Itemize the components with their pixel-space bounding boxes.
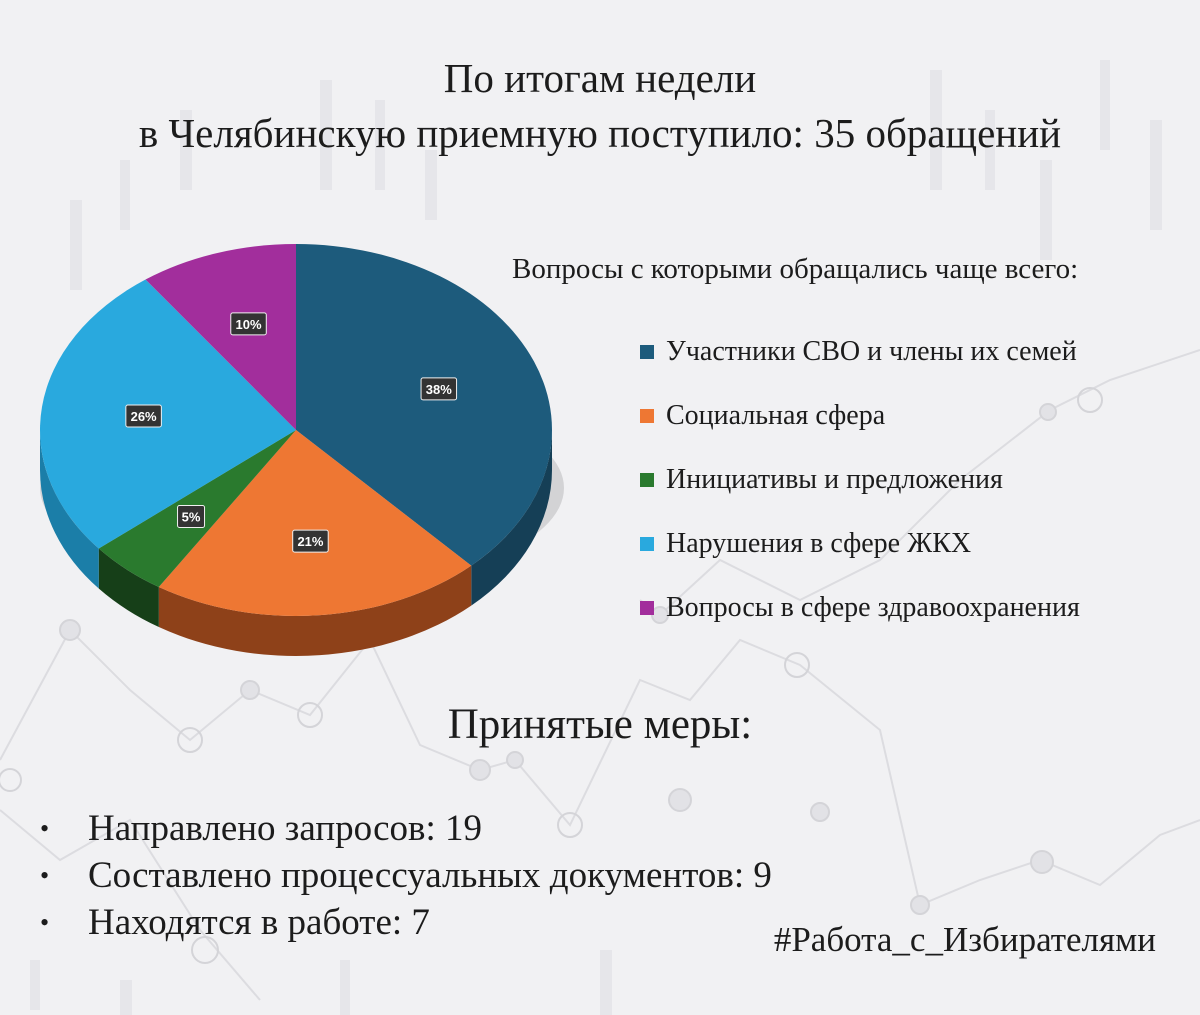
data-label: 5% [182, 510, 201, 525]
measure-text: Направлено запросов: 19 [88, 808, 482, 849]
bullet: • [40, 813, 50, 843]
legend-swatch [640, 345, 654, 359]
data-label-box [292, 529, 329, 553]
legend-item: Участники СВО и члены их семей [640, 320, 1080, 384]
measure-item: • Находятся в работе: 7 [40, 899, 772, 946]
legend-label: Участники СВО и члены их семей [666, 336, 1077, 367]
pie-slice-side [158, 565, 472, 656]
pie-slice [296, 244, 552, 566]
measure-item: • Составлено процессуальных документов: 9 [40, 852, 772, 899]
pie-slice [39, 279, 296, 549]
data-label: 26% [131, 409, 157, 424]
legend-label: Инициативы и предложения [666, 464, 1003, 495]
data-label-box [230, 312, 267, 336]
legend-swatch [640, 473, 654, 487]
legend-swatch [640, 537, 654, 551]
legend-swatch [640, 601, 654, 615]
data-label: 38% [426, 382, 452, 397]
data-label: 10% [236, 317, 262, 332]
legend-item: Нарушения в сфере ЖКХ [640, 512, 1080, 576]
measure-text: Составлено процессуальных документов: 9 [88, 855, 772, 896]
legend-label: Вопросы в сфере здравоохранения [666, 592, 1080, 623]
data-label-box [125, 404, 162, 428]
pie-slice-side [40, 430, 99, 589]
pie-slice-side [98, 548, 159, 628]
legend-item: Инициативы и предложения [640, 448, 1080, 512]
bullet: • [40, 907, 50, 937]
legend: Участники СВО и члены их семей Социальна… [640, 320, 1080, 640]
measure-text: Находятся в работе: 7 [88, 902, 430, 943]
data-label: 21% [297, 534, 323, 549]
header-line-1: По итогам недели [443, 55, 757, 101]
pie-slice-side [471, 430, 552, 606]
pie-slice [145, 244, 296, 430]
legend-label: Нарушения в сфере ЖКХ [666, 528, 972, 559]
legend-item: Вопросы в сфере здравоохранения [640, 576, 1080, 640]
pie-slice [158, 430, 472, 616]
data-label-box [177, 505, 206, 529]
legend-swatch [640, 409, 654, 423]
legend-label: Социальная сфера [666, 400, 886, 431]
measures-title: Принятые меры: [447, 701, 753, 748]
data-label-box [420, 377, 458, 401]
hashtag: #Работа_с_Избирателями [773, 920, 1156, 959]
measures-list: • Направлено запросов: 19 • Составлено про… [40, 805, 772, 946]
legend-title: Вопросы с которыми обращались чаще всего… [512, 253, 1079, 285]
header-line-2: в Челябинскую приемную поступило: 35 обр… [138, 110, 1062, 156]
legend-item: Социальная сфера [640, 384, 1080, 448]
bullet: • [40, 860, 50, 890]
measure-item: • Направлено запросов: 19 [40, 805, 772, 852]
